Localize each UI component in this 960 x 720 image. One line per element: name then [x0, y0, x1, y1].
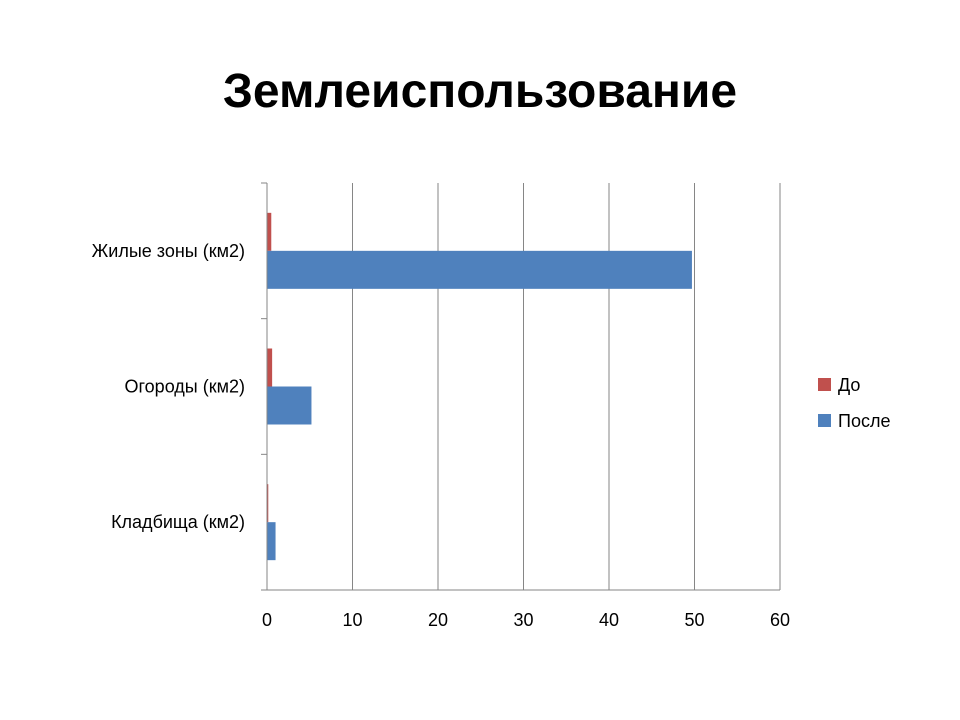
legend: До После: [818, 375, 890, 431]
x-tick-label: 20: [428, 610, 448, 630]
x-tick-label: 10: [342, 610, 362, 630]
category-label: Огороды (км2): [125, 377, 246, 397]
category-label: Жилые зоны (км2): [92, 241, 245, 261]
gridlines: [352, 183, 781, 590]
bar-do: [267, 484, 269, 523]
x-tick-label: 50: [684, 610, 704, 630]
x-tick-label: 30: [513, 610, 533, 630]
category-labels: Жилые зоны (км2) Огороды (км2) Кладбища (к…: [92, 241, 245, 532]
bar-posle: [267, 522, 276, 561]
chart-title: Землеиспользование: [222, 65, 738, 118]
bar-posle: [267, 386, 312, 425]
bar-posle: [267, 250, 692, 289]
x-tick-label: 60: [770, 610, 790, 630]
x-tick-label: 0: [262, 610, 272, 630]
legend-swatch: [818, 378, 831, 391]
tick-labels: 0 10 20 30 40 50 60: [262, 610, 790, 630]
bar-do: [267, 348, 273, 387]
legend-label: После: [838, 411, 890, 431]
category-label: Кладбища (км2): [111, 512, 245, 532]
bars: [267, 212, 692, 561]
x-tick-label: 40: [599, 610, 619, 630]
legend-swatch: [818, 414, 831, 427]
axes: [261, 182, 780, 591]
legend-label: До: [838, 375, 860, 395]
bar-do: [267, 212, 272, 251]
